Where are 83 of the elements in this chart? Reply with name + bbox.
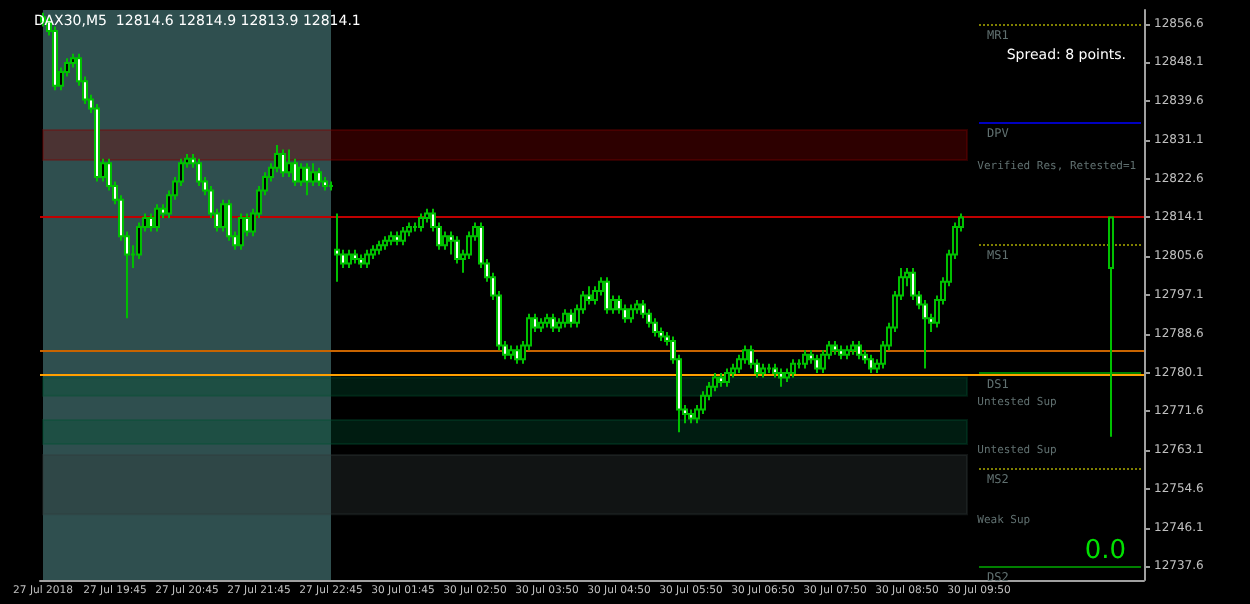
candlestick: [358, 253, 364, 270]
candlestick: [700, 390, 706, 416]
candlestick: [616, 294, 622, 315]
candlestick: [562, 308, 568, 329]
candlestick: [742, 344, 748, 365]
candlestick: [382, 235, 388, 251]
candlestick: [316, 166, 322, 188]
candlestick: [772, 362, 778, 379]
candlestick: [592, 285, 598, 306]
candlestick: [748, 344, 754, 370]
candlestick: [718, 371, 724, 388]
candlestick: [556, 317, 562, 333]
candlestick: [790, 358, 796, 379]
candlestick: [454, 235, 460, 265]
candlestick: [448, 230, 454, 256]
candlestick: [736, 353, 742, 374]
candlestick: [280, 148, 286, 178]
candlestick: [514, 344, 520, 365]
candlestick: [352, 248, 358, 265]
candlestick: [688, 408, 694, 425]
candlestick: [760, 362, 766, 379]
candlestick: [226, 198, 232, 242]
candlestick: [274, 143, 280, 174]
candlestick: [442, 230, 448, 251]
candlestick: [820, 349, 826, 374]
candlestick: [850, 340, 856, 356]
candlestick: [832, 340, 838, 356]
candlestick: [286, 148, 292, 178]
candlestick: [838, 344, 844, 361]
candlestick: [634, 299, 640, 315]
candlestick: [784, 367, 790, 384]
candlestick: [310, 162, 316, 188]
candlestick: [802, 349, 808, 370]
candlestick: [364, 248, 370, 270]
candlestick: [778, 367, 784, 388]
candlestick: [628, 303, 634, 324]
candlestick: [604, 276, 610, 315]
candlestick: [148, 212, 154, 233]
candlestick: [640, 299, 646, 320]
candlestick: [652, 317, 658, 338]
candlestick: [400, 226, 406, 247]
candlestick: [910, 267, 916, 302]
candlestick: [346, 248, 352, 270]
candlestick: [304, 162, 310, 197]
candlestick: [646, 308, 652, 329]
candlestick: [568, 308, 574, 329]
candlestick: [844, 344, 850, 361]
candlestick: [658, 326, 664, 343]
candlestick: [814, 353, 820, 374]
candlestick: [52, 25, 58, 92]
candlestick: [550, 312, 556, 333]
candlestick: [136, 221, 142, 260]
candlestick: [586, 285, 592, 306]
candlestick: [862, 349, 868, 365]
candlestick: [94, 102, 100, 183]
candlestick: [730, 362, 736, 379]
candlestick: [376, 239, 382, 256]
candlestick: [196, 157, 202, 188]
candlestick: [508, 344, 514, 361]
candlestick: [868, 353, 874, 374]
candlestick: [544, 312, 550, 329]
candlestick: [238, 212, 244, 251]
candlestick: [538, 317, 544, 333]
candlestick: [370, 244, 376, 260]
candlestick: [724, 367, 730, 388]
candlestick: [424, 207, 430, 224]
candlestick: [292, 157, 298, 188]
candlestick: [154, 203, 160, 233]
candlestick: [856, 340, 862, 361]
candlestick: [922, 299, 928, 370]
candlestick: [808, 349, 814, 365]
candlestick: [298, 162, 304, 188]
candlestick: [388, 230, 394, 247]
annotation: 0.0: [1084, 536, 1127, 566]
candlestick: [220, 198, 226, 233]
candlestick: [712, 371, 718, 393]
candlestick: [334, 212, 340, 283]
candlestick: [322, 175, 328, 192]
candlestick: [622, 303, 628, 324]
candlestick: [406, 221, 412, 238]
candlestick: [1108, 216, 1114, 438]
candlestick: [394, 230, 400, 247]
candlestick: [418, 212, 424, 233]
